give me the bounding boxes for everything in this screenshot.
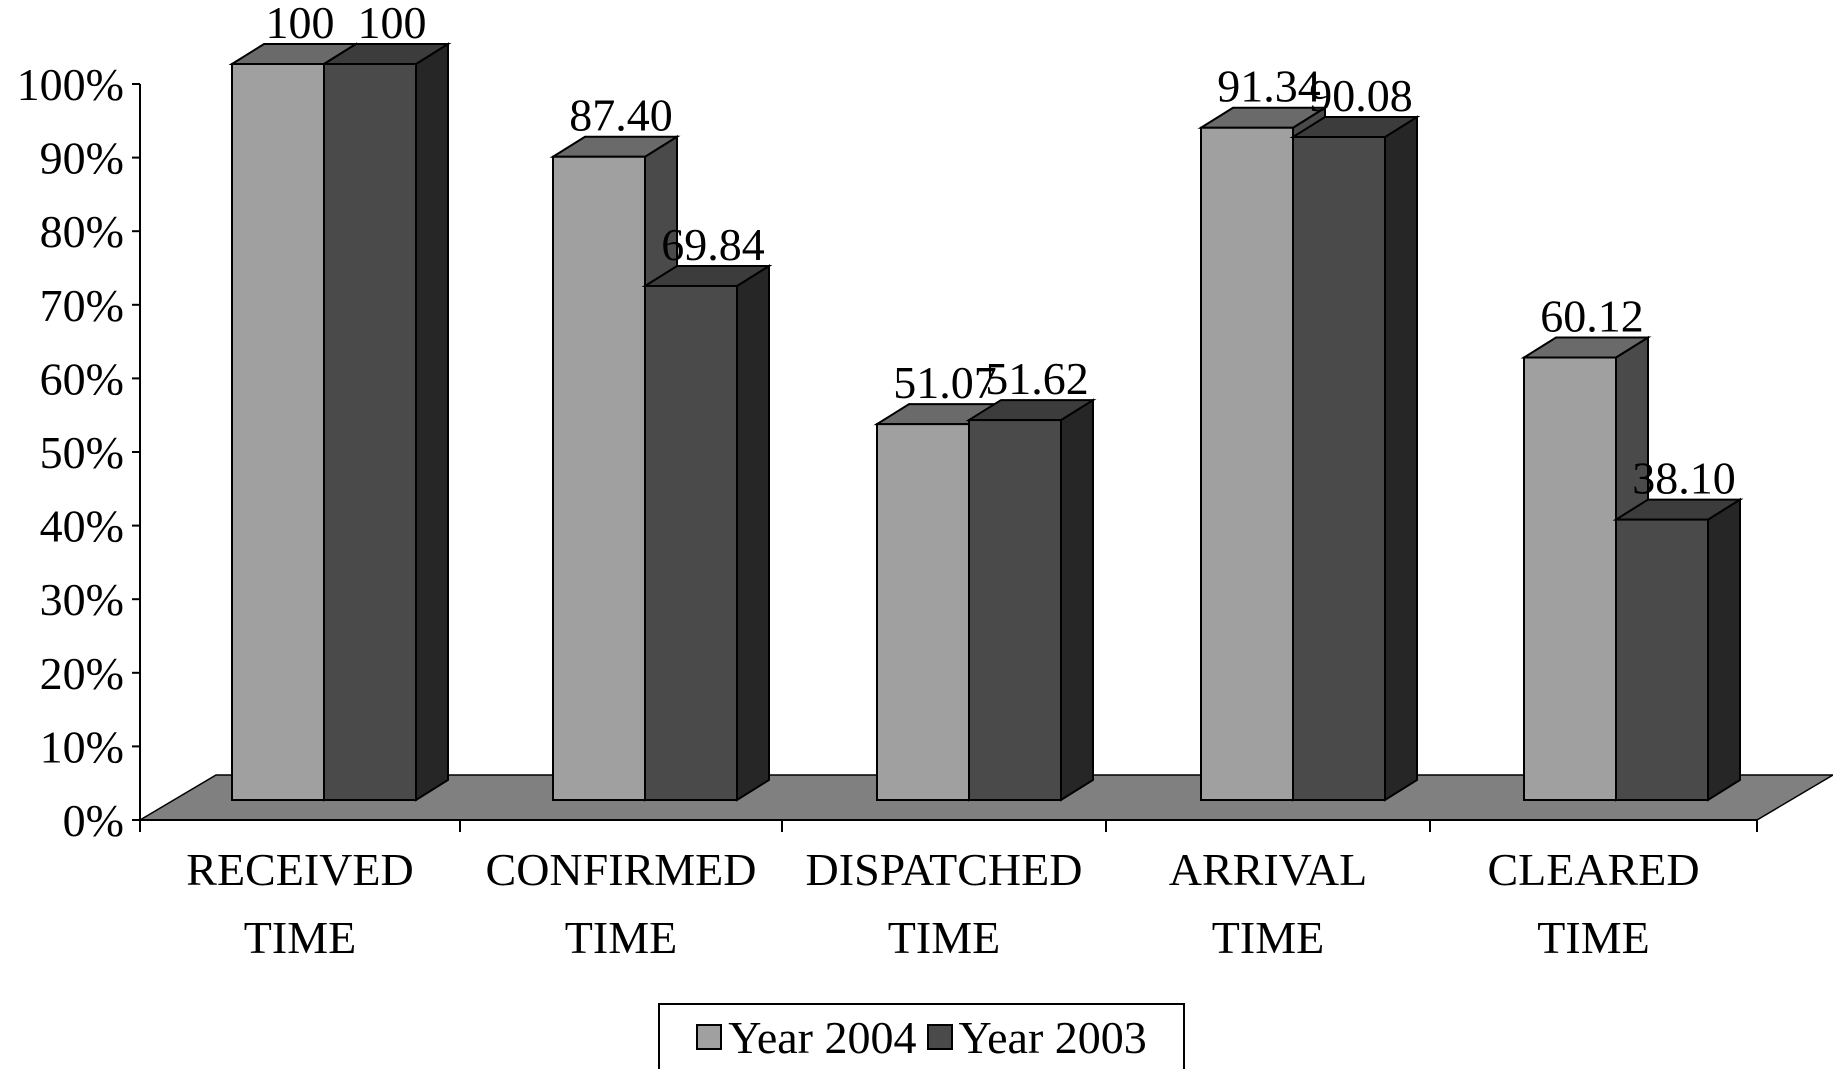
y-tick-label: 80% — [40, 206, 124, 257]
data-label: 100 — [266, 0, 335, 48]
y-tick-label: 100% — [17, 59, 124, 110]
legend-swatch-year-2004 — [696, 1024, 723, 1050]
bar-year-2003-cleared-time-side — [1707, 497, 1741, 802]
y-tick-label: 60% — [40, 353, 124, 404]
bar-year-2003-dispatched-time — [965, 398, 1097, 802]
bar-year-2004-dispatched-time-front — [876, 423, 970, 801]
data-label: 90.08 — [1309, 70, 1413, 121]
bar-year-2003-confirmed-time-front — [644, 284, 738, 801]
legend-swatch-year-2003 — [926, 1024, 953, 1050]
data-label: 100 — [358, 0, 427, 48]
bar-year-2003-arrival-time-front — [1292, 136, 1386, 801]
legend-label-year-2004: Year 2004 — [728, 1011, 917, 1063]
x-tick-label: TIME — [888, 912, 1000, 963]
y-tick-label: 70% — [40, 280, 124, 331]
bar-year-2003-arrival-time-side — [1384, 115, 1418, 802]
data-label: 87.40 — [569, 90, 673, 141]
bar-year-2003-dispatched-time-side — [1060, 398, 1094, 802]
x-tick-label: TIME — [565, 912, 677, 963]
bar-year-2003-received-time — [320, 42, 452, 802]
legend-item-year-2004: Year 2004 — [696, 1011, 917, 1064]
x-tick-label: TIME — [1537, 912, 1649, 963]
y-tick-label: 10% — [40, 721, 124, 772]
bar-year-2003-arrival-time — [1289, 115, 1421, 802]
x-tick-label: RECEIVED — [186, 844, 413, 895]
data-label: 51.62 — [985, 353, 1089, 404]
data-label: 91.34 — [1217, 61, 1321, 112]
y-tick-label: 40% — [40, 501, 124, 552]
data-label: 38.10 — [1632, 453, 1736, 504]
legend-label-year-2003: Year 2003 — [958, 1011, 1147, 1063]
y-tick-label: 0% — [63, 795, 124, 846]
bar-year-2004-arrival-time-front — [1200, 126, 1294, 801]
legend-item-year-2003: Year 2003 — [926, 1011, 1147, 1064]
y-tick-label: 90% — [40, 133, 124, 184]
bar-year-2003-confirmed-time — [641, 264, 773, 802]
y-tick-label: 50% — [40, 427, 124, 478]
x-tick-label: CLEARED — [1487, 844, 1699, 895]
x-tick-label: CONFIRMED — [486, 844, 757, 895]
bar-year-2004-confirmed-time-front — [552, 155, 646, 801]
x-tick-label: TIME — [1212, 912, 1324, 963]
bar-year-2004-received-time-front — [231, 63, 325, 801]
x-tick-label: ARRIVAL — [1169, 844, 1368, 895]
bar-year-2004-cleared-time-front — [1523, 356, 1617, 801]
data-label: 69.84 — [661, 219, 765, 270]
bar-year-2003-received-time-side — [415, 42, 449, 802]
legend: Year 2004 Year 2003 — [658, 1003, 1185, 1069]
y-tick-label: 30% — [40, 574, 124, 625]
data-label: 51.07 — [893, 357, 997, 408]
x-tick-label: DISPATCHED — [806, 844, 1083, 895]
bar-year-2003-dispatched-time-front — [968, 419, 1062, 801]
data-label: 60.12 — [1540, 291, 1644, 342]
x-tick-label: TIME — [244, 912, 356, 963]
bar-year-2003-received-time-front — [323, 63, 417, 801]
bar-year-2003-cleared-time-front — [1615, 518, 1709, 801]
bar-year-2003-confirmed-time-side — [736, 264, 770, 802]
bar-year-2003-cleared-time — [1612, 497, 1744, 802]
y-tick-label: 20% — [40, 648, 124, 699]
